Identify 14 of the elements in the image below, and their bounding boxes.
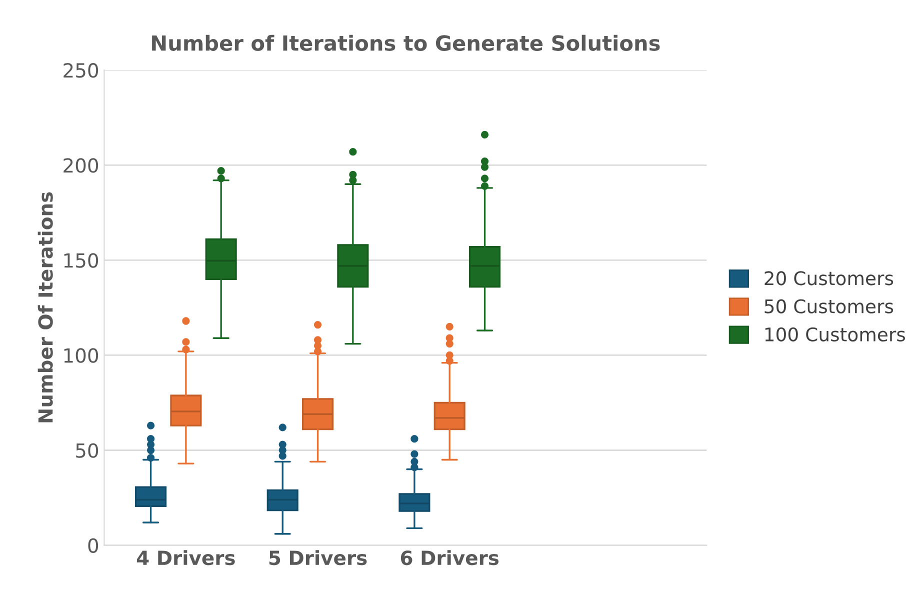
y-tick-label: 50 [76,443,98,458]
y-axis-title: Number Of Iterations [38,192,53,422]
y-tick-label: 100 [64,348,98,363]
x-tick-label: 4 Drivers [136,550,235,566]
legend-label: 20 Customers [764,271,894,286]
y-tick-label: 150 [64,253,98,268]
chart-title: Number of Iterations to Generate Solutions [152,34,660,51]
x-tick-label: 6 Drivers [400,550,499,566]
x-tick-label: 5 Drivers [269,550,367,566]
y-tick-label: 200 [64,158,98,173]
y-tick-label: 250 [64,63,98,78]
y-tick-label: 0 [88,538,98,553]
legend-label: 100 Customers [765,327,906,342]
legend-label: 50 Customers [764,299,894,314]
